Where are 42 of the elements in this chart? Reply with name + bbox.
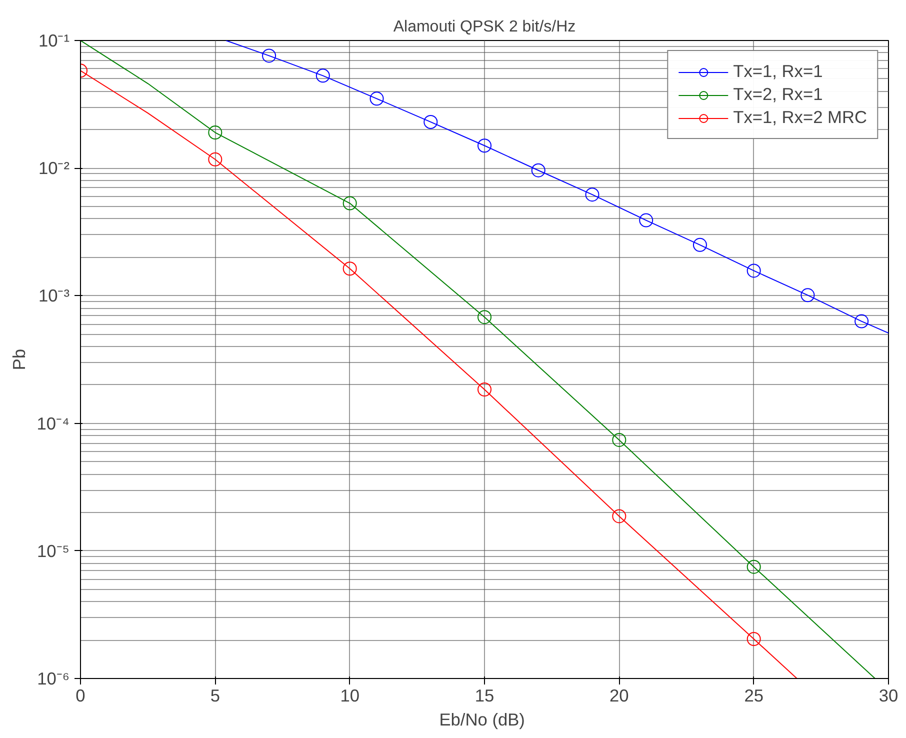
x-tick-label: 25: [744, 686, 764, 706]
x-tick-label: 20: [610, 686, 629, 706]
chart-title: Alamouti QPSK 2 bit/s/Hz: [393, 18, 576, 36]
x-axis-title: Eb/No (dB): [439, 710, 525, 730]
point: [342, 262, 357, 276]
y-tick-label: 10⁻³: [38, 286, 70, 306]
point: [478, 138, 492, 153]
y-tick-label: 10⁻⁵: [37, 540, 70, 561]
point: [746, 632, 761, 646]
point: [262, 48, 276, 63]
y-tick-label: 10⁻¹: [38, 30, 70, 50]
x-tick-label: 30: [878, 686, 898, 706]
y-tick-label: 10⁻²: [38, 158, 70, 178]
x-tick-label: 5: [210, 686, 220, 706]
y-tick-label: 10⁻⁴: [36, 413, 70, 434]
legend-label: Tx=2, Rx=1: [733, 84, 823, 105]
point: [854, 314, 869, 328]
point: [800, 288, 815, 302]
point: [612, 433, 626, 447]
legend-label: Tx=1, Rx=1: [733, 61, 823, 82]
point: [208, 126, 222, 140]
line-series: [225, 40, 888, 334]
x-tick-label: 10: [340, 686, 360, 706]
point: [639, 213, 654, 228]
point: [746, 560, 761, 574]
x-tick-label: 0: [76, 686, 86, 706]
point: [612, 509, 626, 524]
point: [316, 68, 330, 83]
point: [208, 152, 222, 166]
x-tick-label: 15: [474, 686, 494, 706]
point: [585, 188, 600, 202]
point: [531, 163, 546, 178]
point: [342, 196, 357, 210]
y-tick-label: 10⁻⁶: [37, 668, 70, 688]
point: [424, 114, 438, 129]
point: [478, 382, 492, 396]
y-axis-title: Pb: [8, 348, 29, 370]
point: [478, 310, 492, 324]
point: [746, 264, 761, 278]
point: [692, 238, 707, 252]
legend-label: Tx=1, Rx=2 MRC: [733, 107, 867, 128]
point: [370, 92, 384, 106]
